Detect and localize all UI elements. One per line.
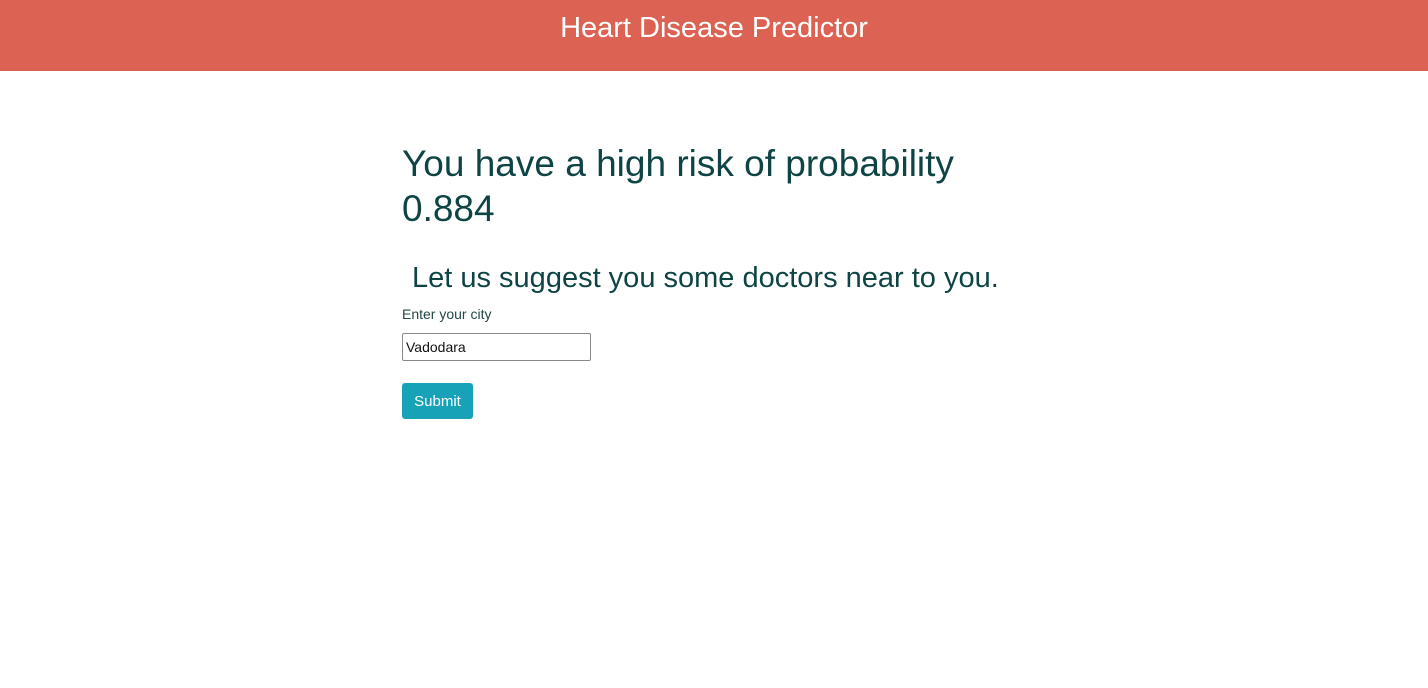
city-input[interactable] — [402, 333, 591, 361]
doctor-suggestion-heading: Let us suggest you some doctors near to … — [412, 262, 999, 294]
risk-result-heading: You have a high risk of probability 0.88… — [402, 141, 1022, 231]
app-header: Heart Disease Predictor — [0, 0, 1428, 71]
risk-message: You have a high risk of probability — [402, 143, 954, 184]
risk-probability: 0.884 — [402, 188, 495, 229]
app-title: Heart Disease Predictor — [560, 12, 868, 44]
submit-button[interactable]: Submit — [402, 383, 473, 419]
city-label: Enter your city — [402, 306, 492, 322]
